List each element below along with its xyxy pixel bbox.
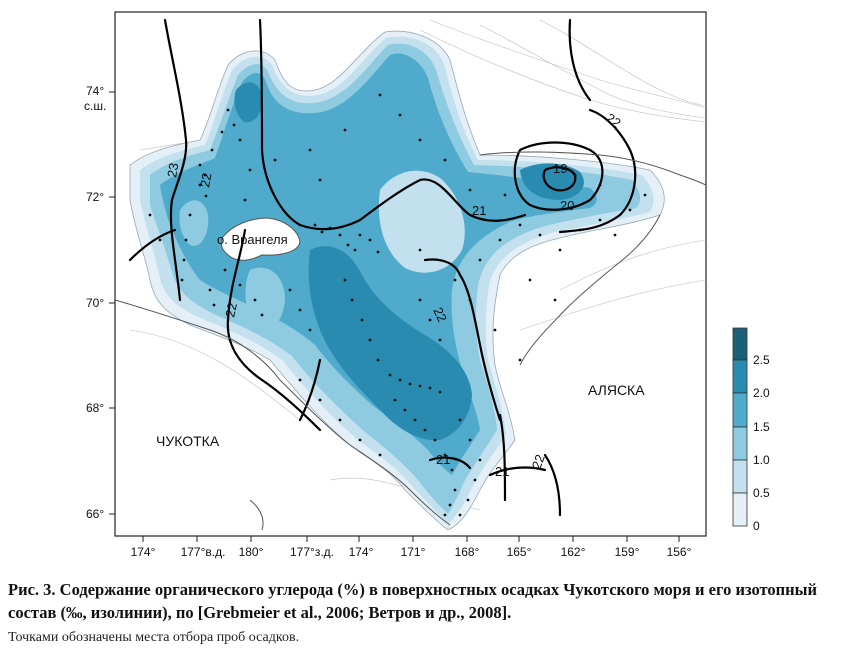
- isoline-label-19: 19: [553, 161, 567, 176]
- lon-label-159w: 159°: [615, 545, 640, 559]
- legend-tick-20: 2.0: [753, 386, 770, 400]
- legend-colorbar: [732, 327, 748, 527]
- legend-tick-15: 1.5: [753, 420, 770, 434]
- lat-label-68: 68°: [86, 401, 104, 415]
- isoline-label-21-center: 21: [472, 203, 486, 218]
- lat-label-72: 72°: [86, 190, 104, 204]
- chukotka-label: ЧУКОТКА: [156, 433, 220, 449]
- alaska-label: АЛЯСКА: [588, 382, 645, 398]
- lon-ticks: [142, 536, 680, 542]
- lon-label-174e: 174°: [131, 545, 156, 559]
- low-carbon-patch-west: [179, 200, 209, 246]
- lon-label-177w: 177°з.д.: [290, 545, 334, 559]
- legend-tick-25: 2.5: [753, 353, 770, 367]
- lat-label-70: 70°: [86, 296, 104, 310]
- zone-level-2: [308, 246, 472, 441]
- lat-unit-label: с.ш.: [84, 99, 106, 113]
- zone-level-15: [160, 53, 597, 475]
- legend-tick-05: 0.5: [753, 486, 770, 500]
- isoline-label-21-strait: 21: [436, 452, 450, 467]
- lon-label-177e: 177°в.д.: [181, 545, 226, 559]
- isoline-label-23: 23: [164, 162, 181, 179]
- legend-tick-10: 1.0: [753, 453, 770, 467]
- lon-label-180: 180°: [239, 545, 264, 559]
- low-carbon-patch-central: [245, 267, 285, 329]
- lon-label-168w: 168°: [455, 545, 480, 559]
- lon-label-165w: 165°: [507, 545, 532, 559]
- zone-level-2-north: [234, 82, 263, 123]
- lon-label-162w: 162°: [561, 545, 586, 559]
- lat-ticks: [109, 91, 115, 515]
- isoline-label-21-east: 21: [495, 464, 509, 479]
- isoline-label-22-center: 22: [430, 305, 450, 324]
- legend-tick-0: 0: [753, 519, 760, 533]
- lon-label-156w: 156°: [667, 545, 692, 559]
- lat-label-74: 74°: [86, 84, 104, 98]
- wrangel-island-label: о. Врангеля: [217, 232, 288, 247]
- lon-label-171w: 171°: [401, 545, 426, 559]
- isotope-isolines: [128, 18, 637, 517]
- figure-caption: Рис. 3. Содержание органического углерод…: [8, 580, 818, 622]
- isoline-label-22-east: 22: [529, 452, 548, 471]
- lon-label-174w: 174°: [349, 545, 374, 559]
- lat-label-66: 66°: [86, 507, 104, 521]
- figure-note: Точками обозначены места отбора проб оса…: [8, 630, 300, 645]
- low-carbon-patch-north: [378, 170, 465, 273]
- isoline-label-22-ne: 22: [603, 110, 623, 131]
- isoline-label-20: 20: [560, 198, 574, 213]
- isoline-label-22-south: 22: [222, 301, 240, 318]
- isoline-label-22-west: 22: [197, 172, 214, 189]
- coastlines: [115, 151, 706, 531]
- zone-level-2-ne: [520, 163, 584, 200]
